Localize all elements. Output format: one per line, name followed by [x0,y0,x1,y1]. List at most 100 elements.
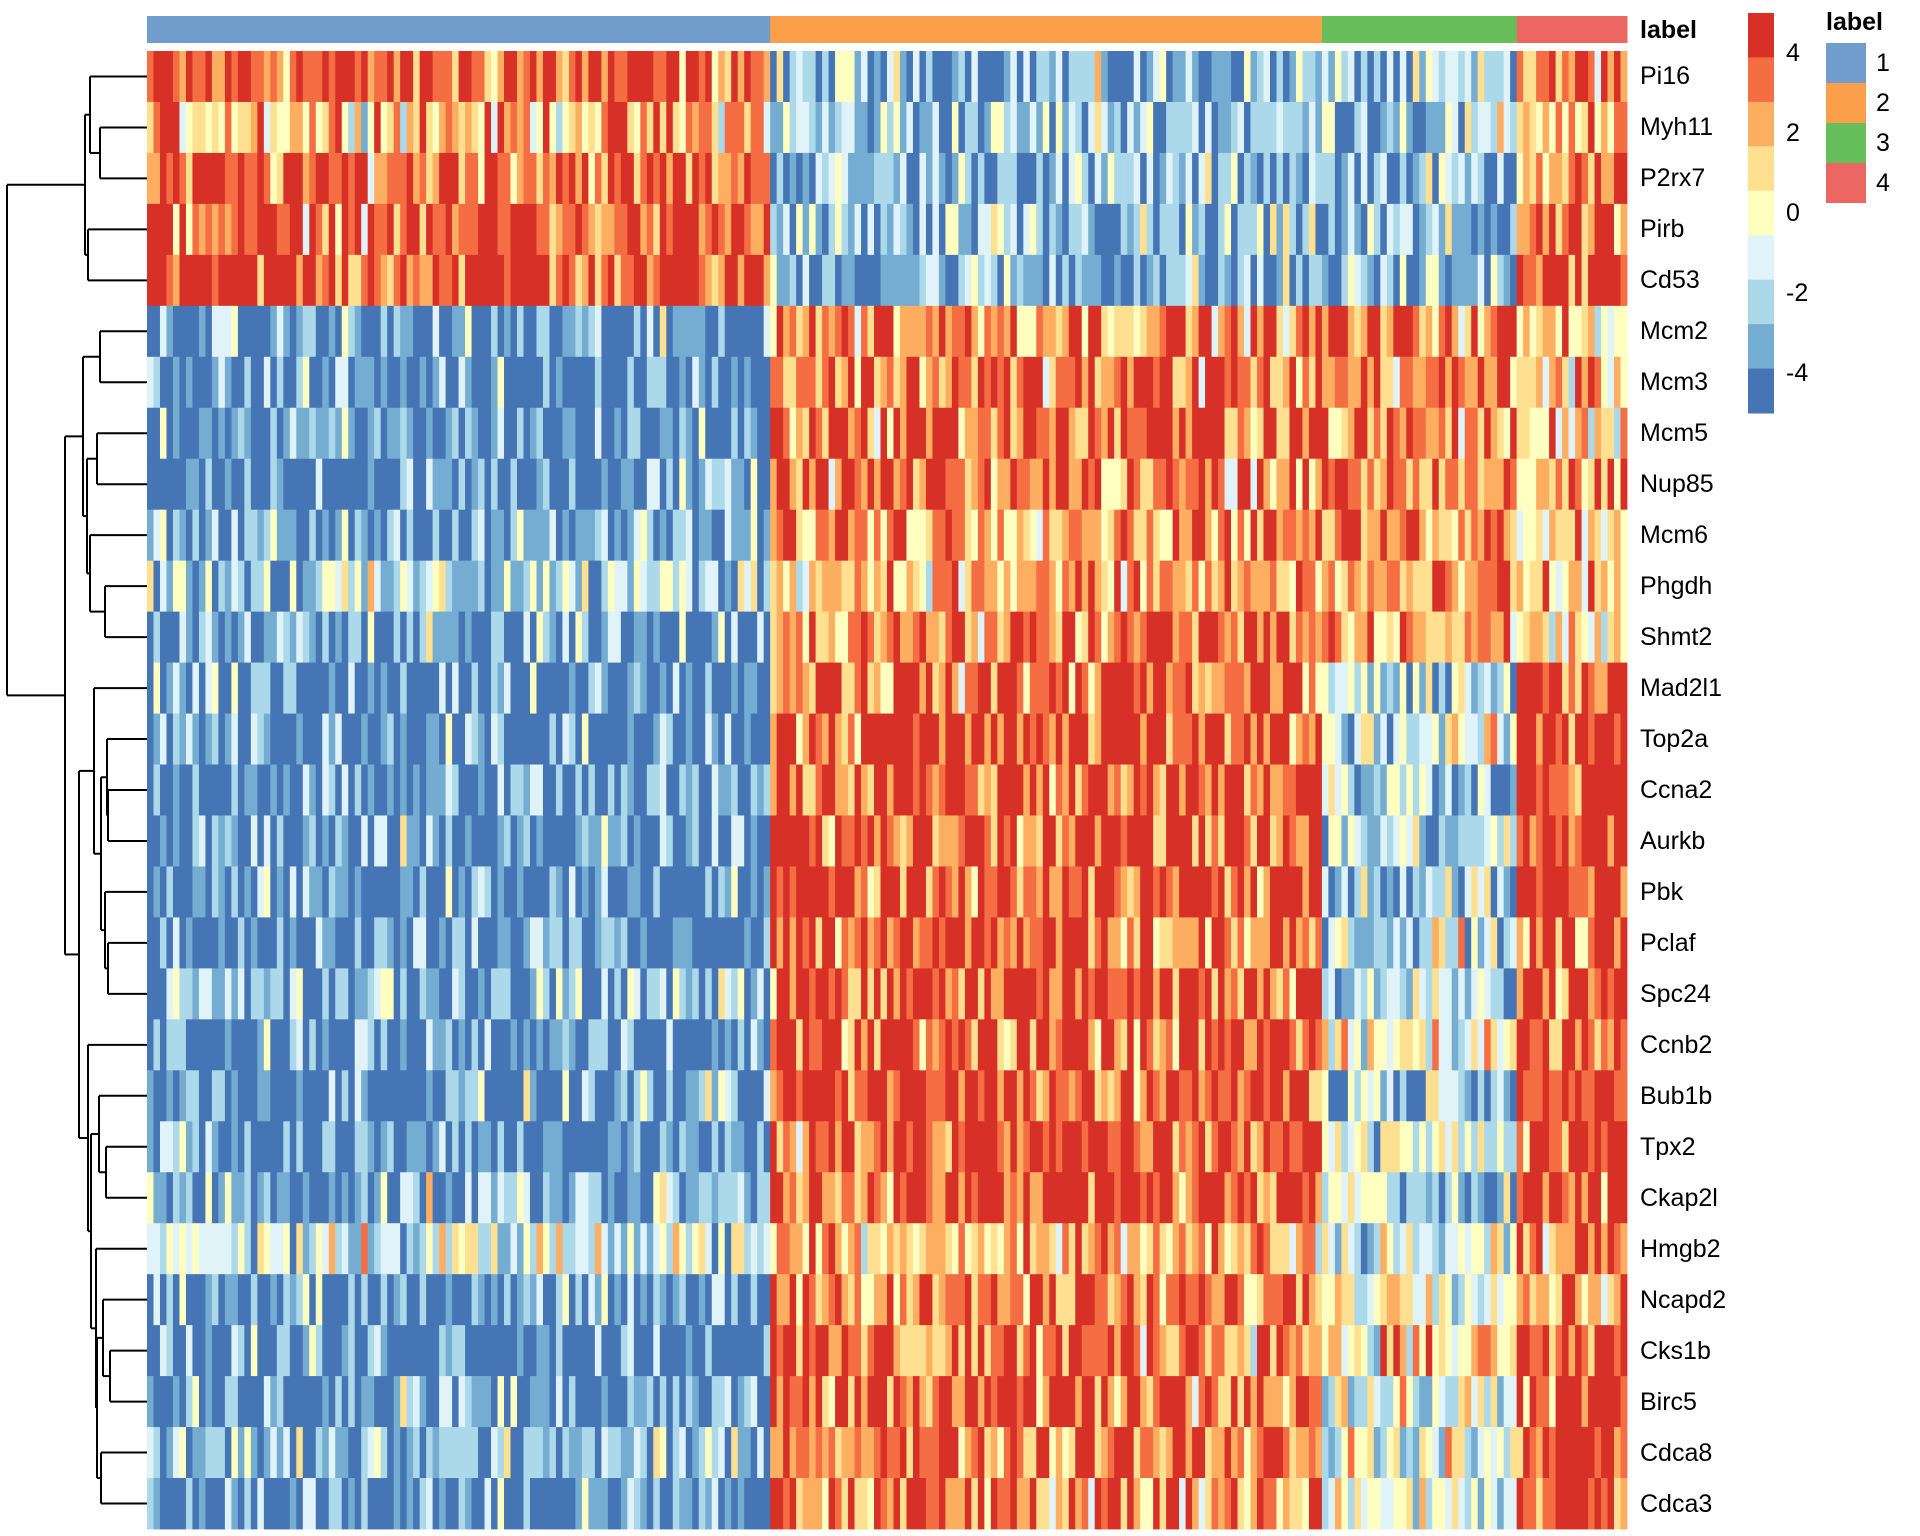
heatmap-cell [1029,611,1037,663]
heatmap-cell [1263,1070,1271,1122]
heatmap-cell [659,407,667,460]
heatmap-cell [1205,764,1212,816]
heatmap-cell [244,560,252,613]
heatmap-cell [744,1070,752,1122]
heatmap-cell [1042,560,1050,613]
heatmap-cell [484,611,492,663]
heatmap-cell [328,1070,336,1122]
heatmap-cell [1075,101,1083,154]
heatmap-cell [198,1070,206,1122]
heatmap-cell [1464,203,1472,256]
heatmap-cell [964,254,972,307]
heatmap-cell [1458,815,1466,867]
heatmap-cell [698,51,706,103]
heatmap-cell [465,713,472,765]
heatmap-cell [1166,101,1174,154]
heatmap-cell [393,203,401,256]
heatmap-cell [1510,968,1518,1020]
heatmap-cell [387,560,395,613]
heatmap-cell [1081,203,1089,256]
heatmap-cell [328,560,336,613]
heatmap-cell [302,509,310,562]
heatmap-cell [406,866,414,918]
heatmap-cell [770,560,778,613]
heatmap-cell [802,356,810,409]
heatmap-cell [1029,407,1037,460]
heatmap-cell [581,152,589,205]
heatmap-cell [1003,713,1011,765]
heatmap-cell [523,866,531,918]
heatmap-cell [192,764,200,816]
heatmap-cell [809,305,816,358]
heatmap-cell [1354,560,1362,613]
heatmap-cell [263,611,271,663]
heatmap-cell [504,152,511,205]
heatmap-cell [510,458,518,511]
heatmap-cell [179,611,187,663]
heatmap-cell [964,815,972,867]
heatmap-cell [237,1019,245,1071]
heatmap-cell [1510,51,1518,103]
heatmap-cell [640,101,648,154]
heatmap-cell [1133,509,1141,562]
heatmap-cell [1360,713,1368,765]
heatmap-cell [166,1070,174,1122]
heatmap-cell [1542,152,1550,205]
heatmap-cell [341,356,349,409]
heatmap-cell [1464,458,1472,511]
heatmap-cell [432,356,440,409]
heatmap-cell [744,458,752,511]
heatmap-cell [848,1019,855,1071]
heatmap-cell [1185,356,1193,409]
heatmap-cell [997,815,1005,867]
heatmap-cell [147,407,154,460]
heatmap-cell [1568,611,1576,663]
heatmap-cell [1484,1019,1492,1071]
heatmap-cell [1484,152,1492,205]
heatmap-cell [166,968,174,1020]
heatmap-cell [529,509,537,562]
heatmap-cell [218,968,226,1020]
heatmap-cell [1594,407,1602,460]
heatmap-cell [789,356,797,409]
heatmap-cell [426,662,434,714]
heatmap-cell [542,51,550,103]
heatmap-cell [185,458,193,511]
heatmap-cell [1231,917,1238,969]
heatmap-cell [1425,458,1433,511]
heatmap-cell [575,1019,583,1071]
heatmap-cell [588,1019,596,1071]
heatmap-cell [809,51,816,103]
heatmap-cell [153,152,161,205]
heatmap-cell [835,968,842,1020]
heatmap-cell [568,458,576,511]
heatmap-cell [971,407,979,460]
heatmap-cell [802,917,810,969]
heatmap-cell [912,713,920,765]
heatmap-cell [1432,866,1440,918]
heatmap-cell [880,152,888,205]
heatmap-cell [211,254,219,307]
heatmap-cell [945,815,953,867]
heatmap-cell [945,203,953,256]
heatmap-cell [893,458,901,511]
heatmap-cell [263,458,271,511]
heatmap-cell [679,764,687,816]
heatmap-cell [770,305,778,358]
heatmap-cell [925,866,933,918]
heatmap-cell [367,1019,375,1071]
heatmap-cell [1425,611,1433,663]
heatmap-cell [705,866,713,918]
heatmap-cell [874,1070,881,1122]
heatmap-cell [1205,101,1212,154]
heatmap-cell [179,458,187,511]
heatmap-cell [549,356,557,409]
heatmap-cell [536,1070,544,1122]
heatmap-cell [1237,51,1245,103]
heatmap-cell [1490,968,1498,1020]
heatmap-cell [997,407,1005,460]
heatmap-cell [1601,458,1608,511]
heatmap-cell [400,509,408,562]
heatmap-cell [1166,458,1174,511]
heatmap-cell [1503,866,1511,918]
